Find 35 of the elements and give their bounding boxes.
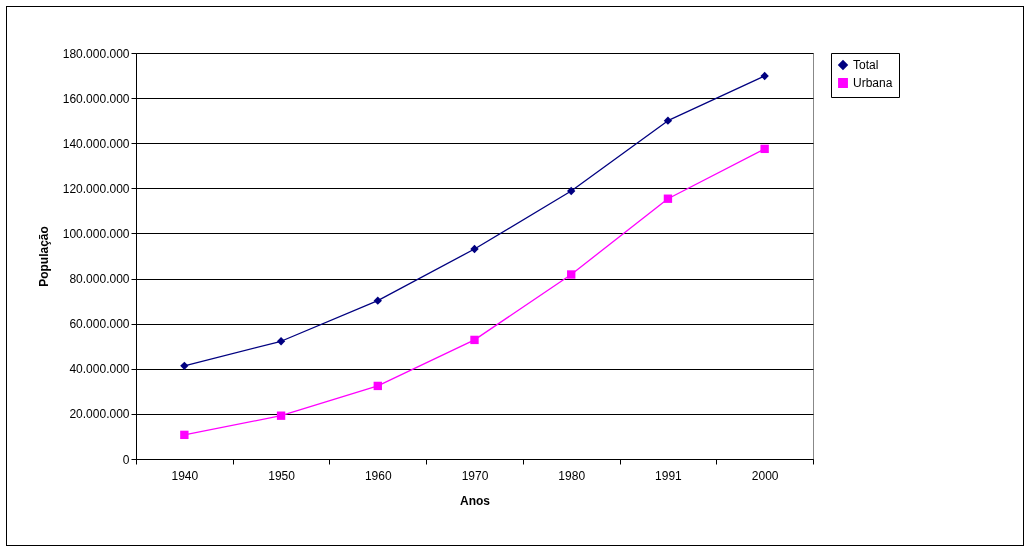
legend-label: Total [853,58,879,72]
y-tick-label: 20.000.000 [69,407,130,422]
x-tick-label: 1991 [655,468,683,483]
y-tick-label: 100.000.000 [62,226,130,241]
x-tick-label: 1980 [558,468,586,483]
y-tick-label: 60.000.000 [69,317,130,332]
legend-label: Urbana [853,76,893,90]
y-tick-label: 40.000.000 [69,362,130,377]
y-tick-label: 0 [122,452,130,467]
y-tick-label: 160.000.000 [62,91,130,106]
point [760,144,769,154]
x-tick-label: 1940 [171,468,199,483]
point [180,361,189,371]
point [470,244,479,254]
x-axis-title: Anos [460,493,491,508]
x-tick-label: 2000 [751,468,779,483]
y-tick-label: 140.000.000 [62,136,130,151]
point [276,411,286,420]
point [567,186,576,196]
point [470,335,479,345]
x-tick-label: 1950 [268,468,296,483]
y-axis-title: População [36,226,51,287]
point [373,381,382,391]
y-tick-label: 180.000.000 [62,46,130,61]
point [276,337,286,346]
point [180,430,189,440]
x-tick-label: 1960 [364,468,392,483]
y-tick-label: 120.000.000 [62,181,130,196]
point [760,71,769,81]
point [663,116,673,125]
point [373,296,382,305]
point [663,194,673,203]
point [567,270,576,279]
y-tick-label: 80.000.000 [69,272,130,287]
x-tick-label: 1970 [461,468,489,483]
